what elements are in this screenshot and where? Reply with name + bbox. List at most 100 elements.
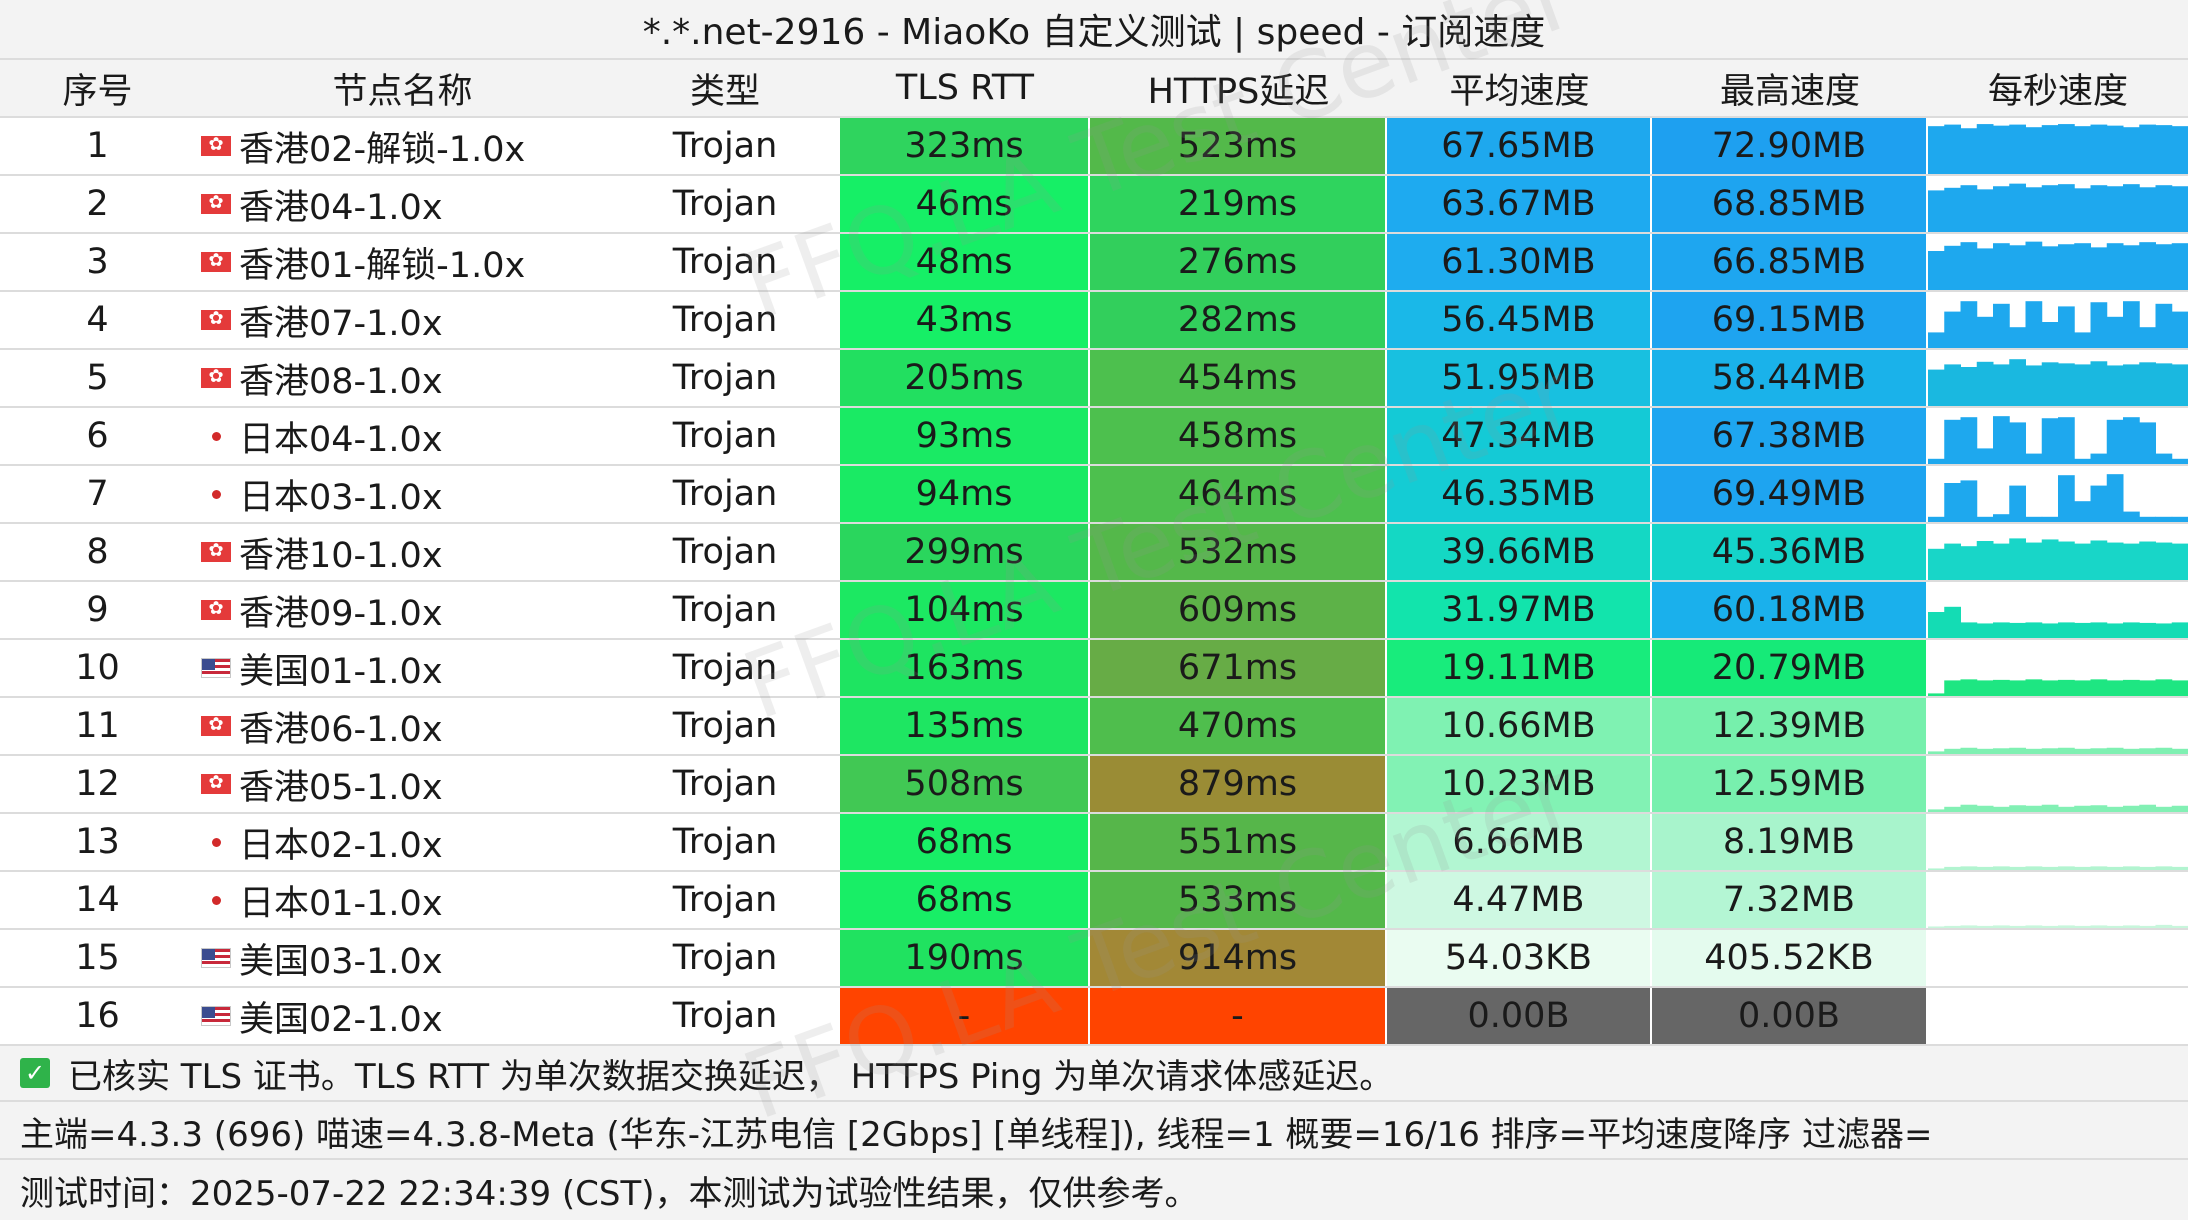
sparkline-bar	[1960, 185, 1978, 232]
sparkline-bar	[2123, 866, 2140, 870]
sparkline-bar	[1976, 189, 1994, 232]
node-name-text: 日本02-1.0x	[239, 825, 443, 866]
cell-type: Trojan	[672, 880, 778, 920]
col-header-per-second-speed: 每秒速度	[1987, 71, 2128, 112]
sparkline-bar	[2155, 866, 2173, 870]
node-name-text: 香港07-1.0x	[239, 303, 443, 344]
sparkline-bar	[2058, 363, 2075, 406]
node-name-text: 香港06-1.0x	[239, 709, 443, 750]
sparkline-bar	[2058, 184, 2075, 232]
sparkline-bar	[1976, 925, 1994, 928]
sparkline-bar	[2090, 540, 2108, 580]
title-text: *.*.net-2916 - MiaoKo 自定义测试 | speed - 订阅…	[642, 12, 1546, 53]
sparkline-bar	[2025, 453, 2043, 464]
cell-node-name: 香港10-1.0x	[195, 524, 610, 580]
sparkline-bar	[1993, 866, 2010, 870]
sparkline-bar	[2123, 417, 2140, 464]
cell-node-name: 日本03-1.0x	[195, 466, 610, 522]
cell-type: Trojan	[672, 126, 778, 166]
sparkline-bar	[2139, 541, 2156, 580]
cell-node-name: 美国03-1.0x	[195, 930, 610, 986]
sparkline-bar	[2009, 680, 2026, 696]
sparkline-bar	[2074, 622, 2091, 638]
sparkline-bar	[2074, 458, 2091, 464]
sparkline-bar	[1993, 679, 2010, 696]
per-second-speed-sparkline	[1928, 538, 2188, 580]
col-header-node-name: 节点名称	[332, 71, 473, 112]
sparkline-bar	[1928, 809, 1945, 812]
table-row[interactable]: 10 美国01-1.0x Trojan 163ms 671ms 19.11MB 20.79M…	[0, 640, 2188, 698]
cell-tls-rtt: 68ms	[840, 872, 1090, 928]
sparkline-bar	[2106, 243, 2124, 290]
table-row[interactable]: 16 美国02-1.0x Trojan - -0.00B 0.00B	[0, 988, 2188, 1046]
sparkline-bar	[2155, 623, 2173, 638]
sparkline-bar	[2171, 186, 2188, 232]
footer: ✓ 已核实 TLS 证书。TLS RTT 为单次数据交换延迟， HTTPS Pi…	[0, 1046, 2188, 1220]
cell-max-speed: 12.39MB	[1652, 698, 1928, 754]
sparkline-bar	[2041, 246, 2059, 290]
footer-test-time: 测试时间：2025-07-22 22:34:39 (CST)，本测试为试验性结果…	[0, 1162, 2188, 1218]
sparkline-bar	[2123, 364, 2140, 406]
table-row[interactable]: 12 香港05-1.0x Trojan 508ms879ms10.23MB12.59M…	[0, 756, 2188, 814]
cell-max-speed: 60.18MB	[1652, 582, 1928, 638]
cell-max-speed: 45.36MB	[1652, 524, 1928, 580]
cell-avg-speed: 54.03KB	[1387, 930, 1652, 986]
table-row[interactable]: 7 日本03-1.0x Trojan 94ms 464ms 46.35MB 69.49MB	[0, 466, 2188, 524]
sparkline-bar	[1944, 866, 1961, 870]
table-row[interactable]: 1 香港02-解锁-1.0x Trojan 323ms523ms67.65MB72.9…	[0, 118, 2188, 176]
table-row[interactable]: 6 日本04-1.0x Trojan 93ms 458ms 47.34MB 67.38MB	[0, 408, 2188, 466]
cell-index: 11	[75, 706, 120, 746]
cell-tls-rtt: 48ms	[840, 234, 1090, 290]
sparkline-bar	[1928, 548, 1945, 580]
cell-avg-speed: 10.23MB	[1387, 756, 1652, 812]
cell-type: Trojan	[672, 648, 778, 688]
sparkline-bar	[2074, 925, 2091, 928]
sparkline-bar	[1993, 925, 2010, 928]
cell-avg-speed: 56.45MB	[1387, 292, 1652, 348]
table-row[interactable]: 13 日本02-1.0x Trojan 68ms 551ms 6.66MB 8.19MB	[0, 814, 2188, 872]
us-flag-icon	[201, 1006, 231, 1026]
cell-max-speed: 72.90MB	[1652, 118, 1928, 174]
cell-https-latency: -	[1090, 988, 1387, 1044]
sparkline-bar	[1976, 680, 1994, 696]
cell-node-name: 日本04-1.0x	[195, 408, 610, 464]
sparkline-bar	[2106, 474, 2124, 522]
sparkline-bar	[2041, 866, 2059, 870]
cell-tls-rtt: 104ms	[840, 582, 1090, 638]
cell-index: 8	[86, 532, 109, 572]
sparkline-bar	[2155, 516, 2173, 522]
sparkline-bar	[1928, 251, 1945, 290]
col-header-https-latency: HTTPS延迟	[1147, 71, 1330, 112]
node-name-text: 美国03-1.0x	[239, 941, 443, 982]
sparkline-bar	[1960, 242, 1978, 290]
table-row[interactable]: 11 香港06-1.0x Trojan 135ms470ms10.66MB12.39M…	[0, 698, 2188, 756]
cell-avg-speed: 0.00B	[1387, 988, 1652, 1044]
sparkline-bar	[2041, 680, 2059, 696]
cell-https-latency: 276ms	[1090, 234, 1387, 290]
table-row[interactable]: 15 美国03-1.0x Trojan 190ms 914ms 54.03KB 405.52…	[0, 930, 2188, 988]
sparkline-bar	[2025, 925, 2043, 928]
sparkline-bar	[2009, 327, 2026, 348]
cell-tls-rtt: 508ms	[840, 756, 1090, 812]
sparkline-bar	[1928, 693, 1945, 696]
sparkline-bar	[2025, 187, 2043, 232]
cell-index: 16	[75, 996, 120, 1036]
node-name-text: 日本03-1.0x	[239, 477, 443, 518]
hk-flag-icon	[201, 306, 231, 332]
cell-node-name: 香港01-解锁-1.0x	[195, 234, 610, 290]
cell-tls-rtt: 93ms	[840, 408, 1090, 464]
sparkline-bar	[2106, 925, 2124, 928]
table-row[interactable]: 3 香港01-解锁-1.0x Trojan 48ms276ms61.30MB66.85…	[0, 234, 2188, 292]
sparkline-bar	[1960, 367, 1978, 406]
sparkline-bar	[1944, 806, 1961, 812]
sparkline-bar	[2106, 806, 2124, 812]
sparkline-bar	[1976, 361, 1994, 406]
table-row[interactable]: 14 日本01-1.0x Trojan 68ms 533ms 4.47MB 7.32MB	[0, 872, 2188, 930]
cell-type: Trojan	[672, 822, 778, 862]
sparkline-bar	[2090, 124, 2108, 174]
